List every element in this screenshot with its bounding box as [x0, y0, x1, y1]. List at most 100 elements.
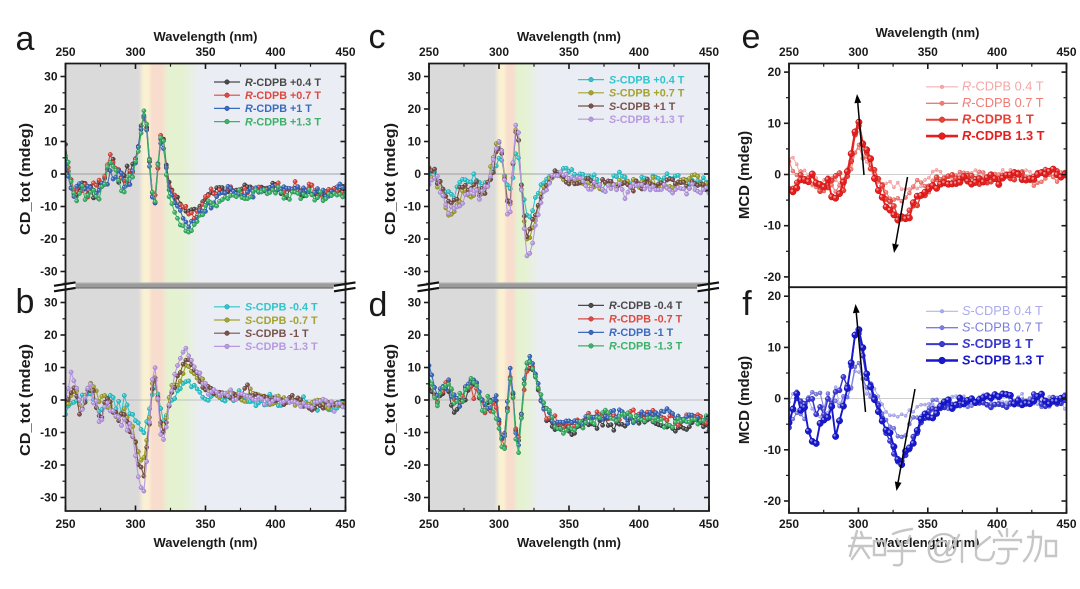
- svg-text:0: 0: [414, 167, 421, 181]
- svg-text:400: 400: [629, 45, 649, 59]
- svg-text:R-CDPB +0.4 T: R-CDPB +0.4 T: [245, 77, 321, 89]
- svg-text:10: 10: [44, 135, 58, 149]
- svg-text:MCD (mdeg): MCD (mdeg): [736, 356, 753, 444]
- svg-text:0: 0: [51, 393, 58, 407]
- svg-text:-10: -10: [764, 219, 782, 233]
- svg-text:S-CDPB +0.4 T: S-CDPB +0.4 T: [609, 74, 685, 86]
- svg-text:Wavelength (nm): Wavelength (nm): [517, 535, 621, 550]
- svg-text:450: 450: [1056, 45, 1076, 59]
- svg-text:20: 20: [44, 328, 58, 342]
- svg-text:350: 350: [195, 517, 215, 531]
- svg-text:d: d: [369, 286, 388, 324]
- svg-text:350: 350: [918, 45, 938, 59]
- svg-text:10: 10: [44, 361, 58, 375]
- svg-text:400: 400: [629, 517, 649, 531]
- svg-text:-30: -30: [404, 491, 422, 505]
- svg-text:-20: -20: [404, 232, 422, 246]
- svg-text:CD_tot (mdeg): CD_tot (mdeg): [382, 123, 399, 235]
- svg-text:450: 450: [335, 45, 355, 59]
- svg-text:R-CDPB 1.3 T: R-CDPB 1.3 T: [962, 128, 1045, 143]
- svg-text:20: 20: [768, 65, 782, 79]
- svg-text:300: 300: [489, 45, 509, 59]
- svg-text:c: c: [369, 18, 386, 56]
- svg-text:250: 250: [55, 517, 75, 531]
- svg-text:350: 350: [918, 517, 938, 531]
- svg-text:R-CDPB +0.7 T: R-CDPB +0.7 T: [245, 90, 321, 102]
- svg-text:-10: -10: [40, 426, 58, 440]
- svg-text:300: 300: [489, 517, 509, 531]
- svg-text:S-CDPB 1 T: S-CDPB 1 T: [962, 336, 1033, 351]
- svg-text:b: b: [16, 283, 35, 321]
- svg-text:350: 350: [559, 45, 579, 59]
- svg-text:CD_tot (mdeg): CD_tot (mdeg): [17, 123, 34, 235]
- svg-text:S-CDPB 0.4 T: S-CDPB 0.4 T: [962, 303, 1043, 318]
- svg-text:a: a: [16, 20, 35, 58]
- svg-text:20: 20: [768, 289, 782, 303]
- svg-text:R-CDPB 0.7 T: R-CDPB 0.7 T: [962, 95, 1044, 110]
- svg-text:S-CDPB -0.4 T: S-CDPB -0.4 T: [245, 302, 318, 314]
- svg-text:400: 400: [265, 517, 285, 531]
- svg-text:-10: -10: [764, 443, 782, 457]
- svg-text:@: @: [925, 528, 960, 566]
- svg-text:-30: -30: [40, 491, 58, 505]
- svg-text:-30: -30: [40, 265, 58, 279]
- svg-text:S-CDPB 1.3 T: S-CDPB 1.3 T: [962, 352, 1044, 367]
- svg-text:-20: -20: [40, 232, 58, 246]
- svg-text:S-CDPB -1.3 T: S-CDPB -1.3 T: [245, 341, 318, 353]
- svg-text:f: f: [742, 285, 752, 323]
- svg-text:S-CDPB +1 T: S-CDPB +1 T: [609, 101, 676, 113]
- svg-text:400: 400: [265, 45, 285, 59]
- svg-text:10: 10: [408, 361, 422, 375]
- svg-text:250: 250: [779, 45, 799, 59]
- svg-text:Wavelength (nm): Wavelength (nm): [154, 535, 258, 550]
- svg-text:350: 350: [559, 517, 579, 531]
- svg-text:e: e: [742, 18, 761, 56]
- svg-text:0: 0: [774, 168, 781, 182]
- svg-text:-20: -20: [764, 494, 782, 508]
- svg-text:250: 250: [779, 517, 799, 531]
- svg-text:250: 250: [419, 517, 439, 531]
- svg-text:R-CDPB -0.4 T: R-CDPB -0.4 T: [609, 300, 683, 312]
- svg-text:20: 20: [408, 328, 422, 342]
- svg-text:450: 450: [699, 517, 719, 531]
- svg-text:R-CDPB -0.7 T: R-CDPB -0.7 T: [609, 314, 683, 326]
- svg-text:R-CDPB 1 T: R-CDPB 1 T: [962, 112, 1034, 127]
- svg-text:-10: -10: [40, 200, 58, 214]
- svg-text:CD_tot (mdeg): CD_tot (mdeg): [17, 344, 34, 456]
- svg-text:R-CDPB +1 T: R-CDPB +1 T: [245, 103, 312, 115]
- svg-text:0: 0: [774, 392, 781, 406]
- svg-text:S-CDPB 0.7 T: S-CDPB 0.7 T: [962, 320, 1043, 335]
- svg-text:S-CDPB +0.7 T: S-CDPB +0.7 T: [609, 88, 685, 100]
- svg-text:400: 400: [987, 517, 1007, 531]
- svg-text:300: 300: [848, 45, 868, 59]
- svg-text:-10: -10: [404, 200, 422, 214]
- svg-text:450: 450: [699, 45, 719, 59]
- svg-text:10: 10: [768, 116, 782, 130]
- svg-text:-20: -20: [404, 458, 422, 472]
- svg-text:30: 30: [44, 70, 58, 84]
- svg-text:450: 450: [335, 517, 355, 531]
- svg-text:250: 250: [419, 45, 439, 59]
- svg-text:R-CDPB -1 T: R-CDPB -1 T: [609, 327, 674, 339]
- svg-text:S-CDPB -1 T: S-CDPB -1 T: [245, 328, 309, 340]
- svg-text:20: 20: [44, 102, 58, 116]
- svg-text:0: 0: [414, 393, 421, 407]
- svg-text:Wavelength (nm): Wavelength (nm): [876, 25, 980, 40]
- svg-text:CD_tot (mdeg): CD_tot (mdeg): [382, 344, 399, 456]
- svg-text:-20: -20: [40, 458, 58, 472]
- svg-text:-20: -20: [764, 270, 782, 284]
- svg-text:-10: -10: [404, 426, 422, 440]
- svg-text:400: 400: [987, 45, 1007, 59]
- svg-text:S-CDPB -0.7 T: S-CDPB -0.7 T: [245, 315, 318, 327]
- svg-text:S-CDPB +1.3 T: S-CDPB +1.3 T: [609, 114, 685, 126]
- svg-text:R-CDPB -1.3 T: R-CDPB -1.3 T: [609, 341, 683, 353]
- svg-text:350: 350: [195, 45, 215, 59]
- svg-text:250: 250: [55, 45, 75, 59]
- svg-text:10: 10: [768, 340, 782, 354]
- svg-text:30: 30: [44, 296, 58, 310]
- svg-text:-30: -30: [404, 265, 422, 279]
- svg-text:300: 300: [125, 45, 145, 59]
- svg-text:300: 300: [125, 517, 145, 531]
- svg-text:30: 30: [408, 70, 422, 84]
- svg-text:R-CDPB 0.4 T: R-CDPB 0.4 T: [962, 79, 1044, 94]
